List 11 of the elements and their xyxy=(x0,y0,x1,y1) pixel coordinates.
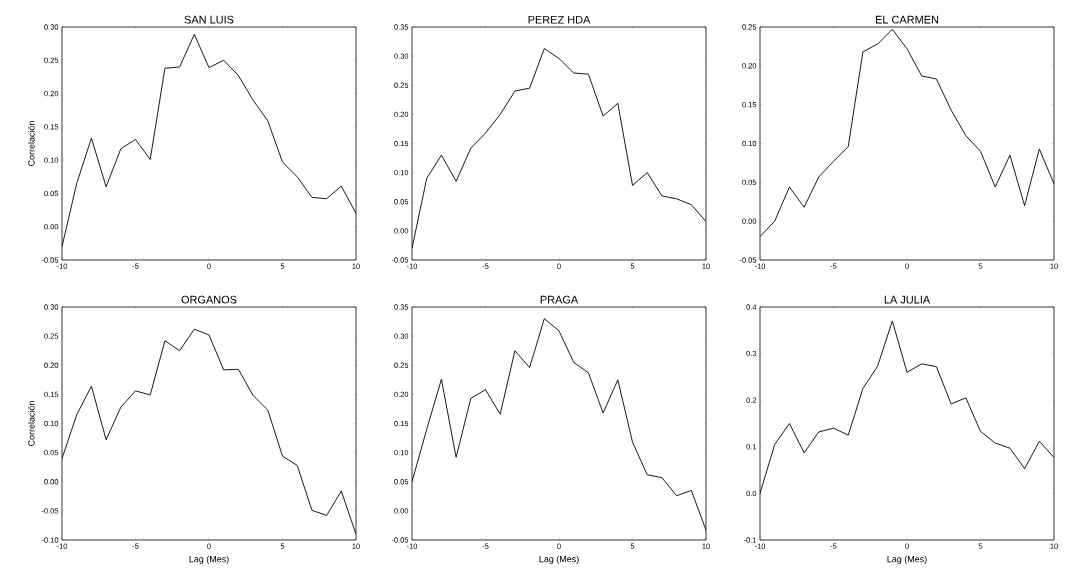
chart-title: PRAGA xyxy=(540,295,579,304)
chart-title: LA JULIA xyxy=(884,295,931,304)
chart-title: PEREZ HDA xyxy=(528,15,591,24)
chart-title: ORGANOS xyxy=(181,295,237,304)
chart-title: EL CARMEN xyxy=(875,15,939,24)
x-axis-title: Lag (Mes) xyxy=(887,555,927,564)
chart-title: SAN LUIS xyxy=(184,15,234,24)
x-axis-title: Lag (Mes) xyxy=(539,555,579,564)
y-axis-title: Correlación xyxy=(27,401,35,446)
y-axis-title: Correlación xyxy=(27,121,35,166)
x-axis-title: Lag (Mes) xyxy=(189,555,229,564)
